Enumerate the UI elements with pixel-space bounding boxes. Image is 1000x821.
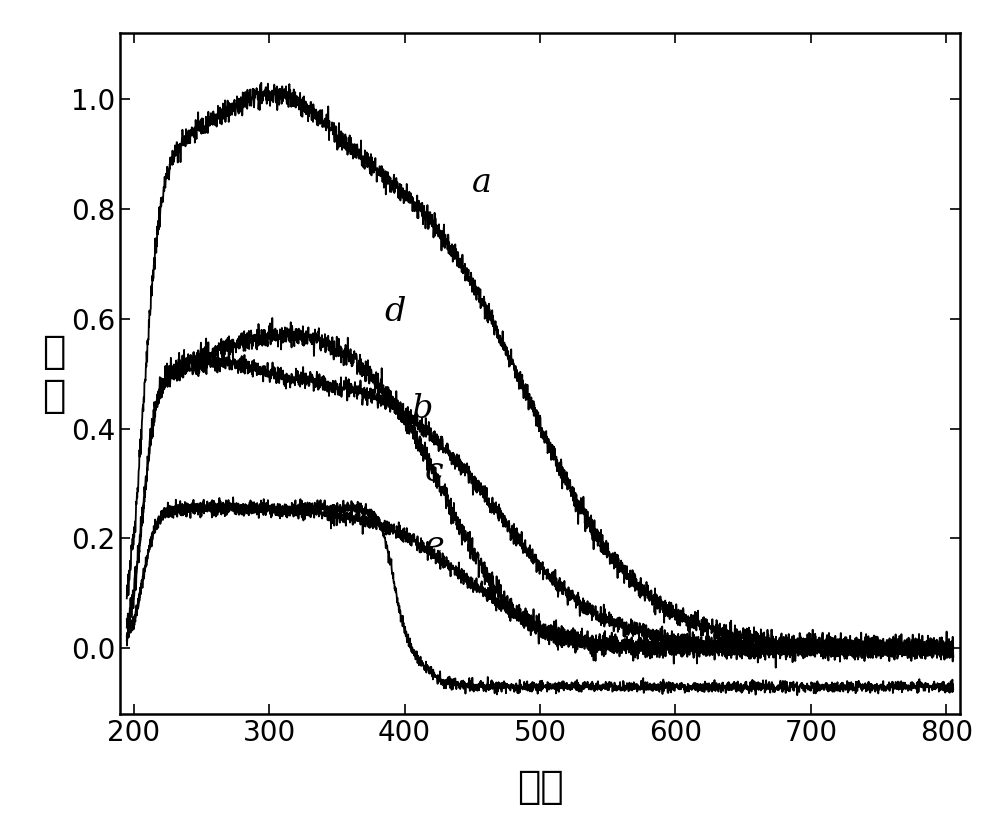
- X-axis label: 波长: 波长: [517, 768, 563, 806]
- Text: c: c: [425, 456, 444, 488]
- Y-axis label: 强
度: 强 度: [42, 333, 66, 415]
- Text: e: e: [425, 530, 445, 562]
- Text: d: d: [384, 296, 406, 328]
- Text: b: b: [411, 392, 433, 424]
- Text: a: a: [472, 167, 492, 200]
